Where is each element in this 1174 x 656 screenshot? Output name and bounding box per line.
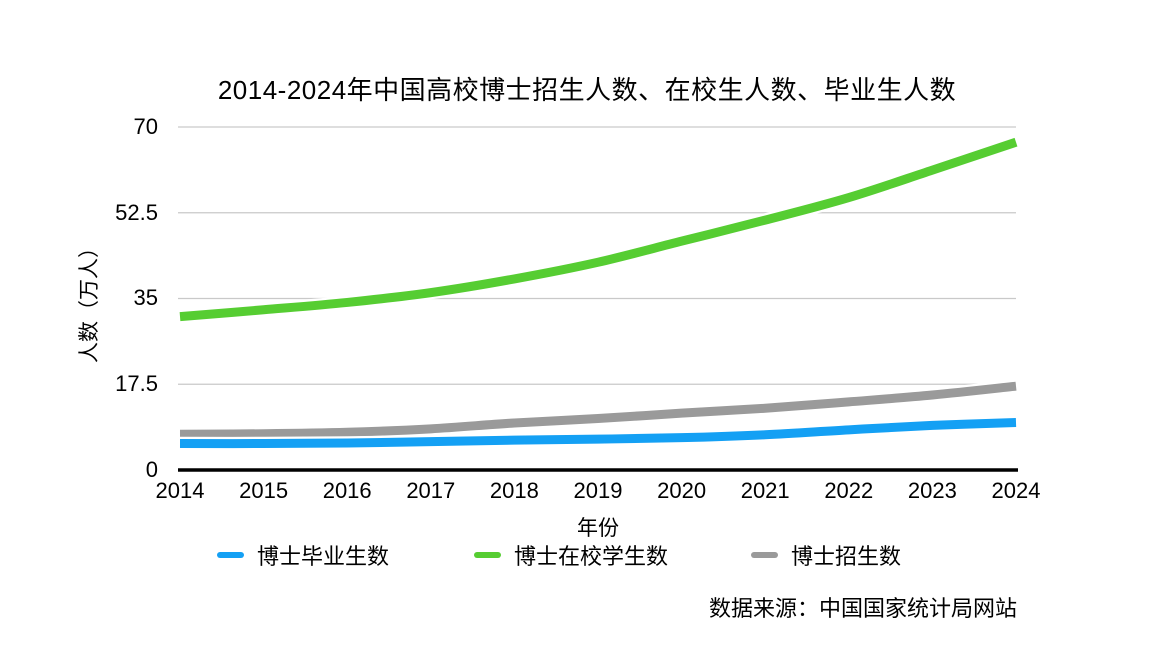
legend-swatch-green [474,552,501,558]
legend-swatch-gray [751,552,778,558]
legend-swatch-blue [217,552,244,558]
series-halo-enrolled-green [179,135,1019,324]
x-tick-label: 2018 [489,478,539,503]
x-tick-label: 2024 [991,478,1041,503]
x-axis-title: 年份 [577,517,619,540]
x-tick-label: 2019 [573,478,623,503]
x-tick-label: 2015 [239,478,289,503]
x-tick-label: 2017 [406,478,456,503]
series-line-admissions-gray [179,381,1017,439]
chart-title: 2014-2024年中国高校博士招生人数、在校生人数、毕业生人数 [217,75,957,105]
legend-label: 博士毕业生数 [257,544,390,569]
series-line-enrolled-green [179,137,1018,322]
y-tick-label: 52.5 [115,200,158,225]
x-tick-label: 2023 [907,478,957,503]
x-tick-label: 2016 [322,478,372,503]
y-tick-label: 0 [145,457,158,482]
y-tick-label: 35 [133,285,158,310]
x-tick-label: 2022 [824,478,874,503]
x-tick-label: 2020 [657,478,707,503]
legend-item-admissions: 博士招生数 [751,541,901,569]
series-line-graduates-blue [179,417,1017,449]
x-tick-label: 2021 [740,478,790,503]
legend-item-graduates: 博士毕业生数 [217,541,389,569]
x-tick-label: 2014 [155,478,205,503]
y-tick-label: 70 [133,114,158,139]
legend-label: 博士招生数 [791,544,902,569]
y-tick-label: 17.5 [115,371,158,396]
data-source-note: 数据来源：中国国家统计局网站 [708,596,1017,621]
legend-item-enrolled: 博士在校学生数 [474,541,668,569]
legend-label: 博士在校学生数 [514,544,669,569]
